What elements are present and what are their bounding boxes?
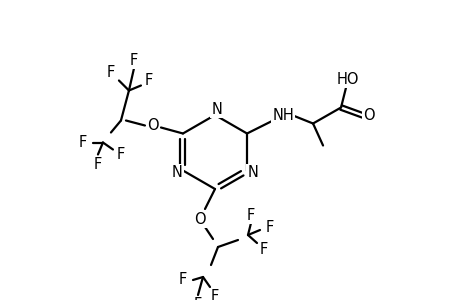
Text: F: F: [265, 220, 274, 235]
Text: N: N: [247, 165, 258, 180]
Text: N: N: [171, 165, 182, 180]
Text: F: F: [193, 298, 202, 300]
Text: F: F: [106, 65, 115, 80]
Text: F: F: [129, 53, 138, 68]
Text: F: F: [179, 272, 187, 287]
Text: O: O: [147, 118, 158, 133]
Text: HO: HO: [336, 72, 358, 87]
Text: F: F: [246, 208, 255, 223]
Text: F: F: [78, 135, 87, 150]
Text: F: F: [117, 147, 125, 162]
Text: N: N: [211, 101, 222, 116]
Text: F: F: [259, 242, 268, 257]
Text: F: F: [145, 73, 153, 88]
Text: O: O: [194, 212, 205, 226]
Text: O: O: [363, 108, 374, 123]
Text: F: F: [210, 290, 218, 300]
Text: NH: NH: [272, 108, 293, 123]
Text: F: F: [94, 157, 102, 172]
